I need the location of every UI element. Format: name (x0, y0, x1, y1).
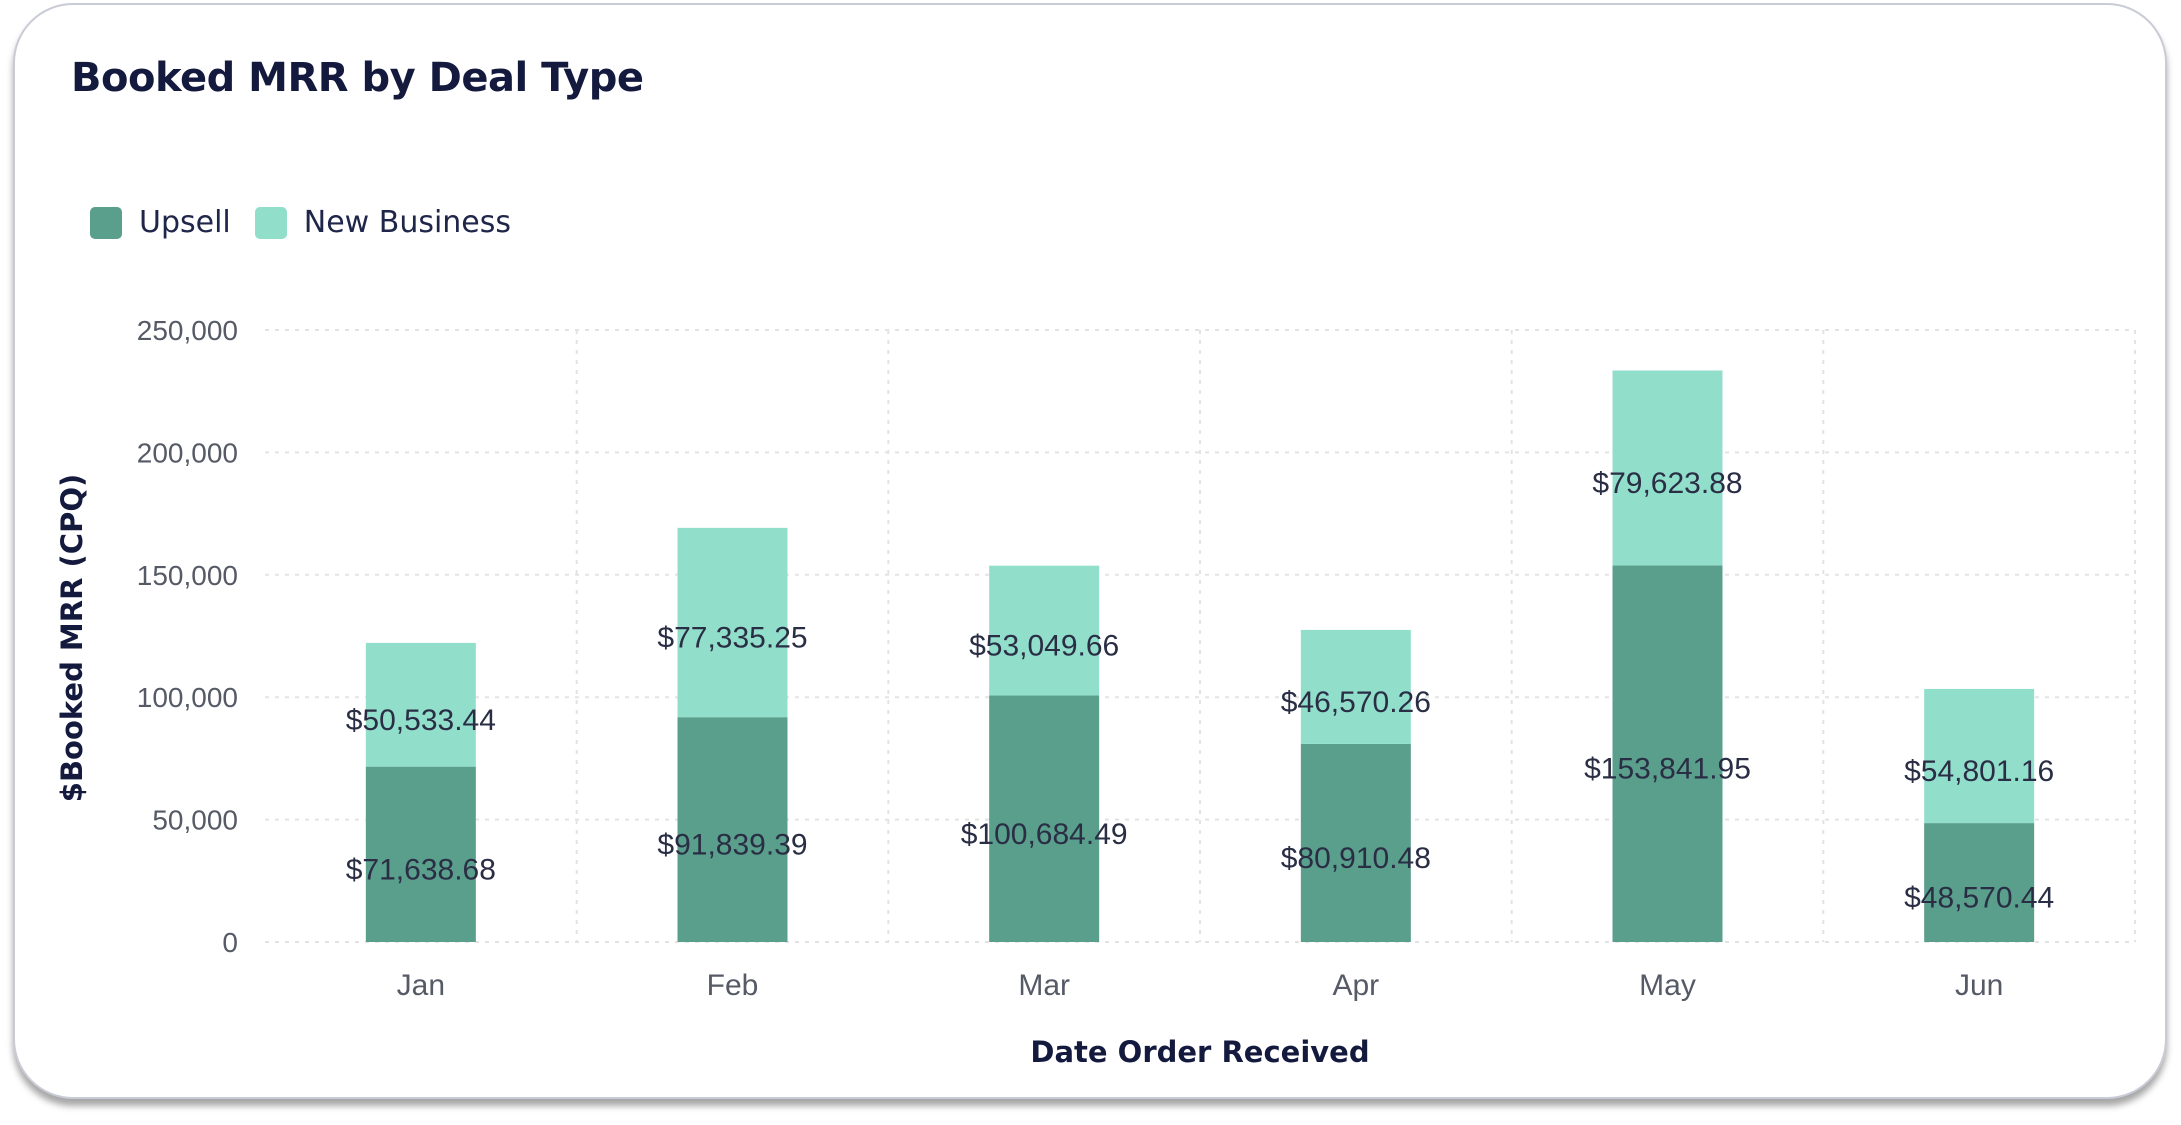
x-tick-label: Mar (1018, 969, 1070, 1002)
data-label-upsell: $48,570.44 (1904, 882, 2054, 915)
x-tick-label: May (1639, 969, 1696, 1002)
data-label-new-business: $46,570.26 (1281, 686, 1431, 719)
x-tick-label: Jun (1955, 969, 2003, 1002)
data-label-new-business: $53,049.66 (969, 630, 1119, 663)
y-tick-label: 50,000 (152, 805, 238, 836)
y-tick-label: 250,000 (137, 315, 238, 346)
data-label-upsell: $80,910.48 (1281, 842, 1431, 875)
data-label-upsell: $91,839.39 (657, 829, 807, 862)
data-label-new-business: $77,335.25 (657, 622, 807, 655)
data-label-upsell: $100,684.49 (961, 818, 1128, 851)
data-label-upsell: $71,638.68 (346, 853, 496, 886)
y-tick-label: 200,000 (137, 437, 238, 468)
data-label-upsell: $153,841.95 (1584, 753, 1751, 786)
data-label-new-business: $79,623.88 (1592, 467, 1742, 500)
x-axis-title: Date Order Received (1030, 1035, 1369, 1069)
y-tick-label: 100,000 (137, 682, 238, 713)
y-axis-title: $Booked MRR (CPQ) (55, 474, 89, 802)
x-tick-label: Apr (1332, 969, 1379, 1002)
data-label-new-business: $50,533.44 (346, 704, 496, 737)
y-tick-label: 150,000 (137, 560, 238, 591)
y-tick-label: 0 (222, 927, 238, 958)
x-tick-label: Feb (707, 969, 759, 1002)
data-label-new-business: $54,801.16 (1904, 755, 2054, 788)
x-tick-label: Jan (397, 969, 445, 1002)
